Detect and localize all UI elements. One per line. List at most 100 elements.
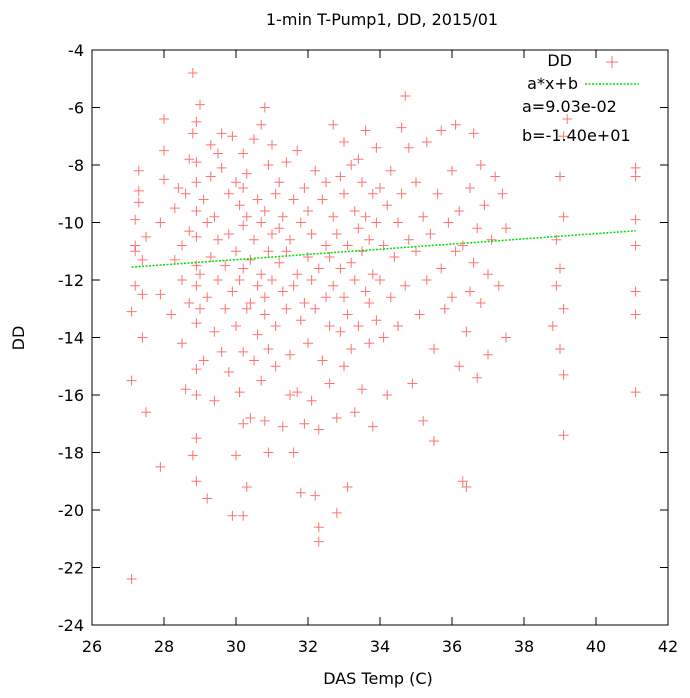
data-point <box>256 375 267 386</box>
plot-area <box>126 68 641 584</box>
data-point <box>184 226 195 237</box>
data-point <box>292 387 303 398</box>
data-point <box>364 234 375 245</box>
x-tick-label: 34 <box>370 637 390 656</box>
data-point <box>421 137 432 147</box>
data-point <box>202 292 213 303</box>
data-point <box>306 395 317 406</box>
data-point <box>403 142 414 153</box>
data-point <box>177 338 187 349</box>
data-point <box>385 165 396 176</box>
data-point <box>353 154 364 165</box>
data-point <box>249 134 259 145</box>
data-point <box>331 413 342 423</box>
data-point <box>630 240 641 251</box>
data-point <box>630 309 641 320</box>
data-point <box>252 329 263 340</box>
data-point <box>249 234 259 245</box>
data-point <box>551 280 562 291</box>
data-point <box>396 188 407 199</box>
y-tick-label: -10 <box>58 214 84 233</box>
data-point <box>349 275 360 285</box>
data-point <box>267 275 277 285</box>
data-point <box>461 482 472 492</box>
x-axis: 26 28 30 32 34 36 38 40 42 <box>82 50 678 656</box>
data-point <box>213 148 223 159</box>
data-point <box>227 131 238 142</box>
data-point <box>213 275 223 285</box>
data-point <box>367 421 378 432</box>
y-tick-label: -18 <box>58 444 84 463</box>
data-point <box>313 424 324 435</box>
data-point <box>339 137 349 147</box>
data-point <box>454 206 465 216</box>
data-point <box>475 298 486 308</box>
data-point <box>382 390 393 400</box>
data-point <box>159 174 169 185</box>
data-point <box>205 252 216 262</box>
data-point <box>558 131 569 142</box>
y-tick-label: -22 <box>58 559 84 578</box>
data-point <box>288 280 299 291</box>
data-point <box>137 254 148 265</box>
data-point <box>187 68 198 78</box>
data-point <box>274 177 285 188</box>
data-point <box>339 292 349 303</box>
data-point <box>443 217 454 228</box>
data-point <box>360 211 371 222</box>
data-point <box>403 234 414 245</box>
data-point <box>457 476 468 487</box>
data-point <box>393 321 403 331</box>
data-point <box>126 574 137 584</box>
fit-param-b: b=-1.40e+01 <box>522 126 631 145</box>
data-point <box>454 361 465 372</box>
data-point <box>630 214 641 225</box>
data-point <box>259 309 270 320</box>
data-point <box>220 303 231 314</box>
data-point <box>241 211 252 222</box>
data-point <box>195 303 205 314</box>
data-point <box>447 292 457 303</box>
data-point <box>130 280 141 291</box>
data-point <box>263 160 274 170</box>
x-axis-label: DAS Temp (C) <box>323 669 433 688</box>
data-point <box>281 157 292 168</box>
data-point <box>450 119 461 130</box>
data-point <box>346 160 357 170</box>
fit-param-a: a=9.03e-02 <box>522 97 617 116</box>
data-point <box>342 240 353 251</box>
data-point <box>414 309 425 320</box>
data-point <box>231 321 241 331</box>
data-point <box>382 200 393 211</box>
data-point <box>277 211 288 222</box>
data-point <box>191 157 202 168</box>
x-tick-label: 42 <box>658 637 678 656</box>
data-point <box>133 197 144 208</box>
data-point <box>411 246 421 257</box>
data-point <box>126 375 137 386</box>
data-point <box>551 234 562 245</box>
data-point <box>159 114 169 124</box>
data-point <box>231 177 241 188</box>
data-point <box>259 206 270 216</box>
data-point <box>141 407 151 418</box>
data-point <box>310 303 321 314</box>
data-point <box>364 338 375 349</box>
data-point <box>195 99 205 110</box>
data-point <box>303 338 313 349</box>
data-point <box>342 482 353 492</box>
data-point <box>155 461 166 472</box>
data-point <box>187 128 198 139</box>
data-point <box>202 493 213 504</box>
data-point <box>353 321 364 331</box>
data-point <box>321 292 331 303</box>
y-axis-label: DD <box>9 326 28 351</box>
data-point <box>231 450 241 461</box>
data-point <box>335 326 346 337</box>
data-point <box>328 280 339 291</box>
data-point <box>274 257 285 268</box>
data-point <box>223 229 234 239</box>
y-tick-label: -16 <box>58 386 84 405</box>
data-point <box>205 139 216 150</box>
